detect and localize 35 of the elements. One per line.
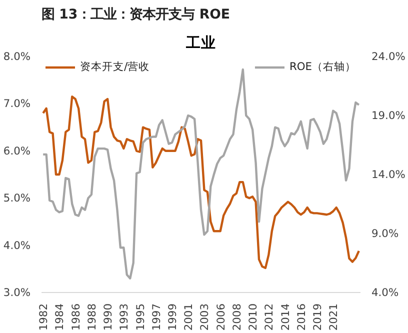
y2-tick-label: 14.0% (372, 168, 406, 181)
x-tick-label: 2001 (182, 303, 196, 331)
x-tick-label: 2014 (278, 303, 292, 331)
x-tick-label: 2010 (246, 303, 260, 331)
y-tick-label: 8.0% (3, 50, 31, 63)
y2-tick-label: 19.0% (372, 109, 406, 122)
y-tick-label: 3.0% (3, 286, 31, 299)
x-tick-label: 1982 (37, 303, 50, 331)
x-tick-label: 2008 (230, 303, 244, 331)
y2-tick-label: 24.0% (372, 50, 406, 63)
x-tick-label: 2006 (214, 303, 228, 331)
x-tick-label: 2016 (294, 303, 308, 331)
y-tick-label: 6.0% (3, 144, 31, 158)
x-tick-label: 1990 (102, 303, 115, 331)
x-tick-label: 1997 (150, 303, 163, 331)
x-tick-label: 1984 (53, 303, 66, 331)
x-tick-label: 1988 (85, 303, 98, 331)
x-tick-label: 2019 (311, 303, 324, 331)
x-tick-label: 1993 (118, 303, 131, 331)
legend-label: 资本开支/营收 (80, 60, 150, 74)
x-tick-label: 2003 (198, 303, 212, 331)
y-tick-label: 5.0% (3, 192, 31, 205)
y-tick-label: 4.0% (3, 238, 31, 252)
y2-tick-label: 9.0% (372, 227, 399, 240)
x-tick-label: 1986 (69, 303, 82, 331)
chart-title: 图 13：工业：资本开支与 ROE (42, 8, 230, 22)
y-tick-label: 7.0% (3, 97, 31, 110)
chart-subtitle: 工业 (185, 34, 216, 52)
x-tick-label: 1999 (166, 303, 179, 331)
x-tick-label: 2012 (262, 303, 276, 331)
legend-label: ROE（右轴） (289, 60, 356, 74)
line-series (42, 96, 360, 270)
x-tick-label: 2021 (327, 303, 340, 331)
y2-tick-label: 4.0% (372, 286, 399, 299)
x-tick-label: 1995 (134, 303, 147, 331)
